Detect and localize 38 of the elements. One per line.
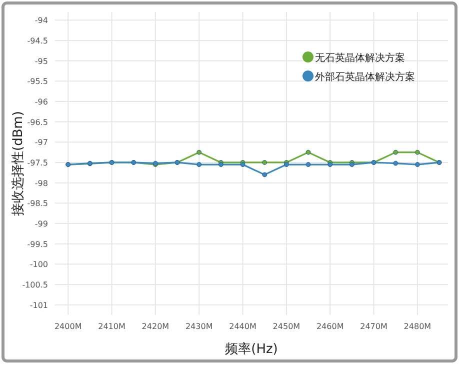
y-tick-label: -97.5 xyxy=(27,158,48,168)
x-axis-title: 频率(Hz) xyxy=(225,341,278,357)
point xyxy=(306,150,311,155)
x-tick-label: 2440M xyxy=(229,322,256,331)
y-tick-label: -98 xyxy=(34,178,48,188)
x-tick-label: 2470M xyxy=(360,322,388,331)
y-tick-label: -97 xyxy=(34,138,48,148)
point xyxy=(306,162,311,167)
x-tick-label: 2450M xyxy=(272,322,300,331)
x-tick-label: 2420M xyxy=(142,322,170,331)
legend-label: 外部石英晶体解决方案 xyxy=(315,71,415,83)
point xyxy=(414,150,420,155)
point xyxy=(262,172,268,178)
y-tick-label: -98.5 xyxy=(27,199,48,208)
y-tick-label: -94.5 xyxy=(27,36,48,46)
point xyxy=(196,150,202,155)
x-tick-label: 2400M xyxy=(54,322,82,331)
point xyxy=(414,162,420,167)
x-tick-label: 2460M xyxy=(316,322,344,331)
y-tick-label: -95 xyxy=(34,56,48,66)
x-tick-label: 2430M xyxy=(185,322,213,331)
y-tick-label: -96.5 xyxy=(27,118,48,127)
y-tick-label: -94 xyxy=(34,16,48,26)
point xyxy=(393,160,398,166)
point xyxy=(393,150,398,155)
y-tick-label: -99.5 xyxy=(27,240,48,249)
y-tick-label: -96 xyxy=(34,97,48,106)
y-tick-label: -100 xyxy=(30,260,48,270)
legend-label: 无石英晶体解决方案 xyxy=(315,52,405,64)
y-axis-title: 接收选择性(dBm) xyxy=(11,111,26,216)
point xyxy=(262,160,268,165)
y-tick-label: -95.5 xyxy=(27,77,48,86)
y-tick-label: -100.5 xyxy=(22,280,48,290)
y-tick-label: -99 xyxy=(34,219,48,228)
point xyxy=(196,162,202,167)
x-tick-label: 2410M xyxy=(98,322,126,331)
x-tick-label: 2480M xyxy=(404,322,432,331)
y-tick-label: -101 xyxy=(30,300,48,310)
